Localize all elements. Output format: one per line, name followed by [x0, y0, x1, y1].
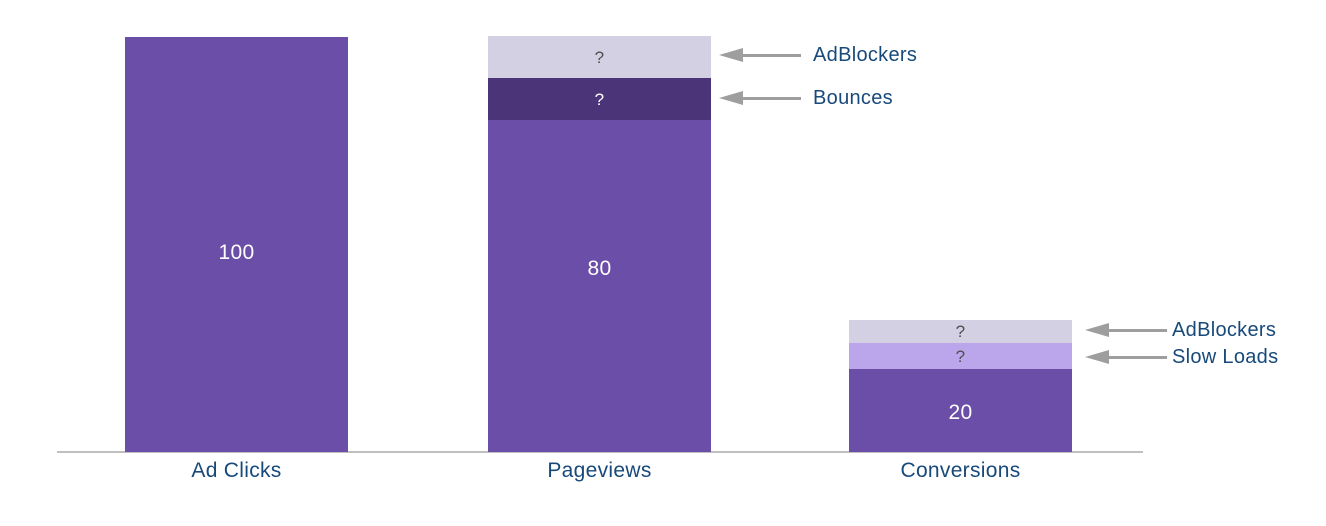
x-axis-line: [57, 451, 1143, 453]
arrow-shaft: [1105, 328, 1167, 332]
segment-pageviews: 80: [488, 120, 711, 452]
segment-value-label: ?: [594, 47, 605, 67]
segment-value-label: ?: [594, 89, 605, 109]
segment-value-label: ?: [955, 346, 966, 366]
category-label-conversions: Conversions: [900, 459, 1021, 482]
annotation-label-bounces: Bounces: [813, 87, 893, 109]
annotation-label-adblockers: AdBlockers: [1172, 319, 1277, 341]
arrow-shaft: [739, 96, 801, 100]
segment-slow-loads: ?: [849, 343, 1072, 369]
bar-pageviews: ?? 80: [488, 36, 711, 452]
bar-conversions: ?? 20: [849, 320, 1072, 452]
left-arrow-icon: [1085, 350, 1167, 364]
bar-ad-clicks: 100: [125, 37, 348, 452]
segment-value-label: 80: [587, 256, 612, 280]
segment-value-label: ?: [955, 322, 966, 341]
segment-bounces: ?: [488, 78, 711, 120]
left-arrow-icon: [719, 91, 801, 105]
arrowhead-icon: [1085, 323, 1109, 337]
segment-clicks: 100: [125, 37, 348, 452]
segment-value-label: 100: [218, 241, 255, 264]
left-arrow-icon: [719, 48, 801, 62]
annotation-label-slow-loads: Slow Loads: [1172, 346, 1279, 368]
arrow-shaft: [739, 53, 801, 57]
arrowhead-icon: [719, 91, 743, 105]
arrow-shaft: [1105, 355, 1167, 359]
segment-value-label: 20: [948, 401, 973, 424]
segment-conversions: 20: [849, 369, 1072, 452]
segment-adblockers: ?: [849, 320, 1072, 343]
annotation-label-adblockers: AdBlockers: [813, 44, 918, 66]
category-label-ad-clicks: Ad Clicks: [191, 459, 282, 482]
arrowhead-icon: [719, 48, 743, 62]
arrowhead-icon: [1085, 350, 1109, 364]
segment-adblockers: ?: [488, 36, 711, 78]
category-label-pageviews: Pageviews: [547, 459, 652, 482]
left-arrow-icon: [1085, 323, 1167, 337]
